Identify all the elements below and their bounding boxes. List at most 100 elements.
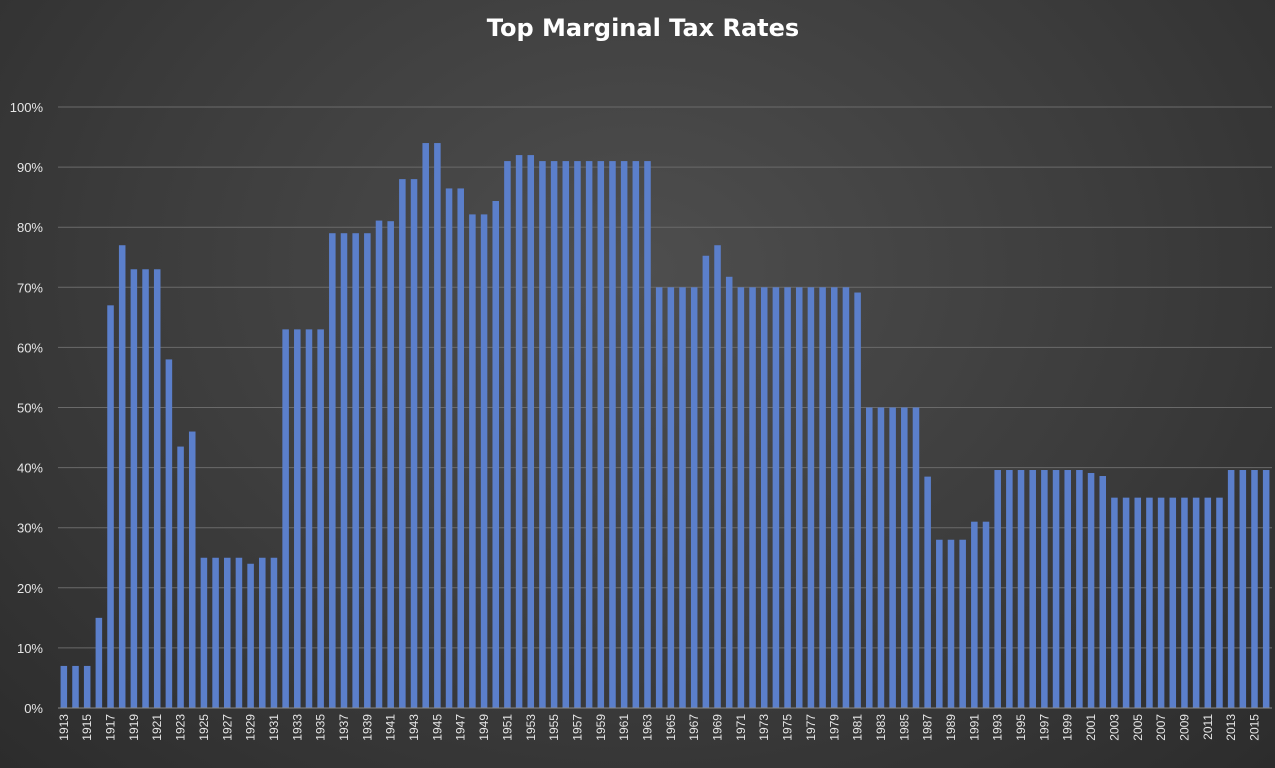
y-axis-ticks: 0% 10% 20% 30% 40% 50% 60% 70% 80% 90% 100% bbox=[10, 100, 44, 716]
x-tick-label: 2005 bbox=[1131, 714, 1145, 741]
bar bbox=[95, 617, 103, 708]
bar bbox=[994, 470, 1001, 708]
bar bbox=[1052, 470, 1060, 708]
x-tick-label: 1953 bbox=[524, 714, 538, 741]
bar bbox=[282, 329, 289, 708]
y-tick-label: 60% bbox=[17, 340, 43, 355]
y-tick-label: 20% bbox=[17, 581, 43, 596]
bar bbox=[725, 276, 733, 708]
x-tick-label: 1919 bbox=[127, 714, 141, 741]
bar bbox=[702, 255, 710, 708]
bar bbox=[562, 161, 570, 709]
bar bbox=[352, 233, 359, 708]
bar bbox=[936, 539, 943, 708]
bar bbox=[1122, 497, 1130, 708]
x-tick-label: 1969 bbox=[711, 714, 725, 741]
bar bbox=[1134, 497, 1142, 708]
x-tick-label: 1975 bbox=[781, 714, 795, 741]
bar bbox=[550, 161, 558, 709]
bar bbox=[760, 287, 768, 708]
x-tick-label: 2001 bbox=[1084, 714, 1098, 741]
bar bbox=[1076, 470, 1083, 708]
x-tick-label: 1959 bbox=[594, 714, 608, 741]
bar bbox=[177, 446, 184, 708]
bar bbox=[539, 161, 546, 709]
chart-title: Top Marginal Tax Rates bbox=[487, 14, 799, 42]
bar bbox=[469, 214, 476, 709]
x-tick-label: 1991 bbox=[967, 714, 981, 741]
bar bbox=[118, 245, 126, 709]
bar bbox=[434, 143, 441, 708]
bar bbox=[854, 292, 861, 708]
bar bbox=[574, 161, 581, 709]
bar bbox=[667, 287, 675, 708]
bar bbox=[1087, 473, 1095, 708]
bar bbox=[72, 665, 79, 708]
bar bbox=[235, 557, 243, 708]
bar bbox=[609, 161, 616, 709]
x-tick-label: 1921 bbox=[150, 714, 164, 741]
x-tick-label: 1995 bbox=[1014, 714, 1028, 741]
x-tick-label: 1971 bbox=[734, 714, 748, 741]
y-tick-label: 70% bbox=[17, 280, 43, 295]
bar bbox=[142, 269, 149, 708]
x-tick-label: 1999 bbox=[1061, 714, 1075, 741]
bar bbox=[795, 287, 803, 708]
bar bbox=[305, 329, 313, 708]
x-tick-label: 2003 bbox=[1107, 714, 1121, 741]
bar bbox=[270, 557, 278, 708]
bar bbox=[1192, 497, 1200, 708]
bar bbox=[153, 269, 161, 708]
y-tick-label: 90% bbox=[17, 160, 43, 175]
bar bbox=[1239, 470, 1247, 708]
x-tick-label: 1929 bbox=[244, 714, 258, 741]
x-tick-label: 1945 bbox=[430, 714, 444, 741]
bar bbox=[504, 161, 511, 709]
bar bbox=[737, 287, 745, 708]
bar bbox=[1017, 470, 1025, 708]
bar bbox=[1099, 476, 1107, 708]
x-tick-label: 1913 bbox=[57, 714, 71, 741]
bar bbox=[912, 407, 920, 708]
y-tick-label: 100% bbox=[10, 100, 44, 115]
bar bbox=[690, 287, 698, 708]
bar bbox=[223, 557, 231, 708]
bar bbox=[889, 407, 896, 708]
x-tick-label: 1977 bbox=[804, 714, 818, 741]
bar bbox=[1181, 497, 1188, 708]
bar bbox=[679, 287, 686, 708]
bar bbox=[375, 220, 383, 709]
x-tick-label: 1927 bbox=[220, 714, 234, 741]
bar bbox=[247, 563, 254, 708]
y-tick-label: 40% bbox=[17, 461, 43, 476]
bar bbox=[1251, 470, 1258, 708]
bar bbox=[387, 221, 394, 708]
bar bbox=[1064, 470, 1071, 708]
bar bbox=[644, 161, 651, 709]
bar bbox=[1111, 497, 1118, 708]
x-tick-label: 1943 bbox=[407, 714, 421, 741]
bar bbox=[107, 305, 114, 708]
bar bbox=[1169, 497, 1177, 708]
bar bbox=[772, 287, 780, 708]
x-tick-label: 1973 bbox=[757, 714, 771, 741]
bar bbox=[515, 155, 523, 708]
bar bbox=[457, 188, 464, 709]
x-tick-label: 1983 bbox=[874, 714, 888, 741]
y-tick-label: 50% bbox=[17, 401, 43, 416]
bar bbox=[877, 407, 885, 708]
bar bbox=[901, 407, 908, 708]
bar bbox=[620, 161, 628, 709]
bar bbox=[364, 233, 371, 708]
x-tick-label: 1979 bbox=[827, 714, 841, 741]
x-tick-label: 1985 bbox=[897, 714, 911, 741]
x-tick-label: 1957 bbox=[570, 714, 584, 741]
x-tick-label: 1949 bbox=[477, 714, 491, 741]
x-axis-ticks: 1913 1915 1917 1919 1921 1923 1925 1927 1929 1931… bbox=[57, 714, 1262, 741]
bar bbox=[317, 329, 324, 708]
bar bbox=[982, 521, 990, 708]
bar bbox=[1157, 497, 1165, 708]
bar bbox=[410, 179, 418, 708]
bar bbox=[1262, 470, 1270, 708]
x-tick-label: 1939 bbox=[360, 714, 374, 741]
